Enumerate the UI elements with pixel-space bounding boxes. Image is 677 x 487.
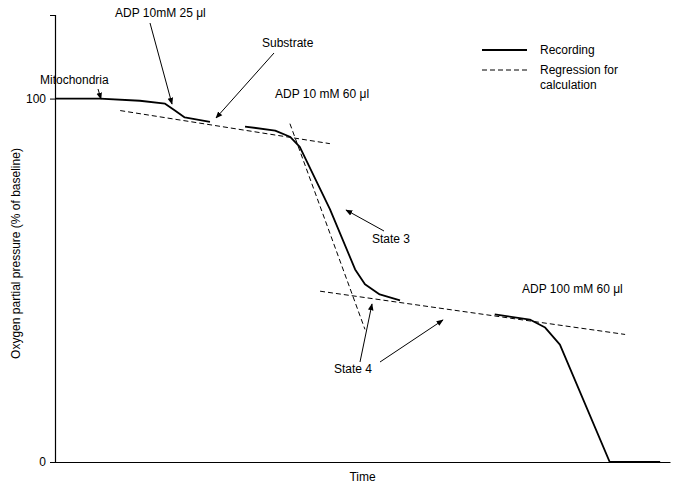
annotation: ADP 100 mM 60 μl	[522, 282, 623, 296]
series-line	[55, 99, 660, 462]
x-axis-line	[56, 462, 671, 463]
plot-area	[55, 99, 660, 462]
x-axis	[56, 462, 671, 463]
x-axis-title: Time	[349, 470, 376, 484]
legend-label: Recording	[540, 43, 595, 57]
annotation: ADP 10 mM 60 μl	[275, 87, 369, 101]
y-tick: 0	[39, 455, 55, 469]
annotation: State 3	[372, 232, 410, 246]
annotation: State 4	[334, 362, 372, 376]
chart-container: 0 100 Time Oxygen partial pressure (% of ba…	[0, 0, 677, 487]
series-line	[120, 111, 625, 335]
y-tick-label: 100	[26, 92, 46, 106]
annotation-arrow	[380, 320, 443, 362]
annotation: ADP 10mM 25 μl	[115, 6, 206, 20]
annotations: Mitochondria ADP 10mM 25 μl Substrate ADP 1…	[40, 6, 623, 376]
y-tick: 100	[26, 92, 55, 106]
y-axis-title: Oxygen partial pressure (% of baseline)	[9, 148, 23, 359]
chart: 0 100 Time Oxygen partial pressure (% of ba…	[0, 0, 677, 487]
annotation: Mitochondria	[40, 73, 109, 87]
y-tick-mark	[50, 99, 55, 100]
annotation: Substrate	[262, 36, 314, 50]
annotation-arrow	[346, 210, 384, 231]
legend-label: Regression forcalculation	[540, 63, 618, 92]
y-tick-mark	[50, 462, 55, 463]
annotation-arrow	[98, 89, 101, 99]
y-tick-label: 0	[39, 455, 46, 469]
legend: Recording Regression forcalculation	[482, 43, 618, 92]
annotation-arrow	[360, 304, 372, 362]
legend-swatch	[482, 70, 527, 71]
annotation-arrow	[150, 23, 172, 104]
annotation-arrow	[216, 53, 274, 118]
legend-swatch	[482, 49, 527, 51]
